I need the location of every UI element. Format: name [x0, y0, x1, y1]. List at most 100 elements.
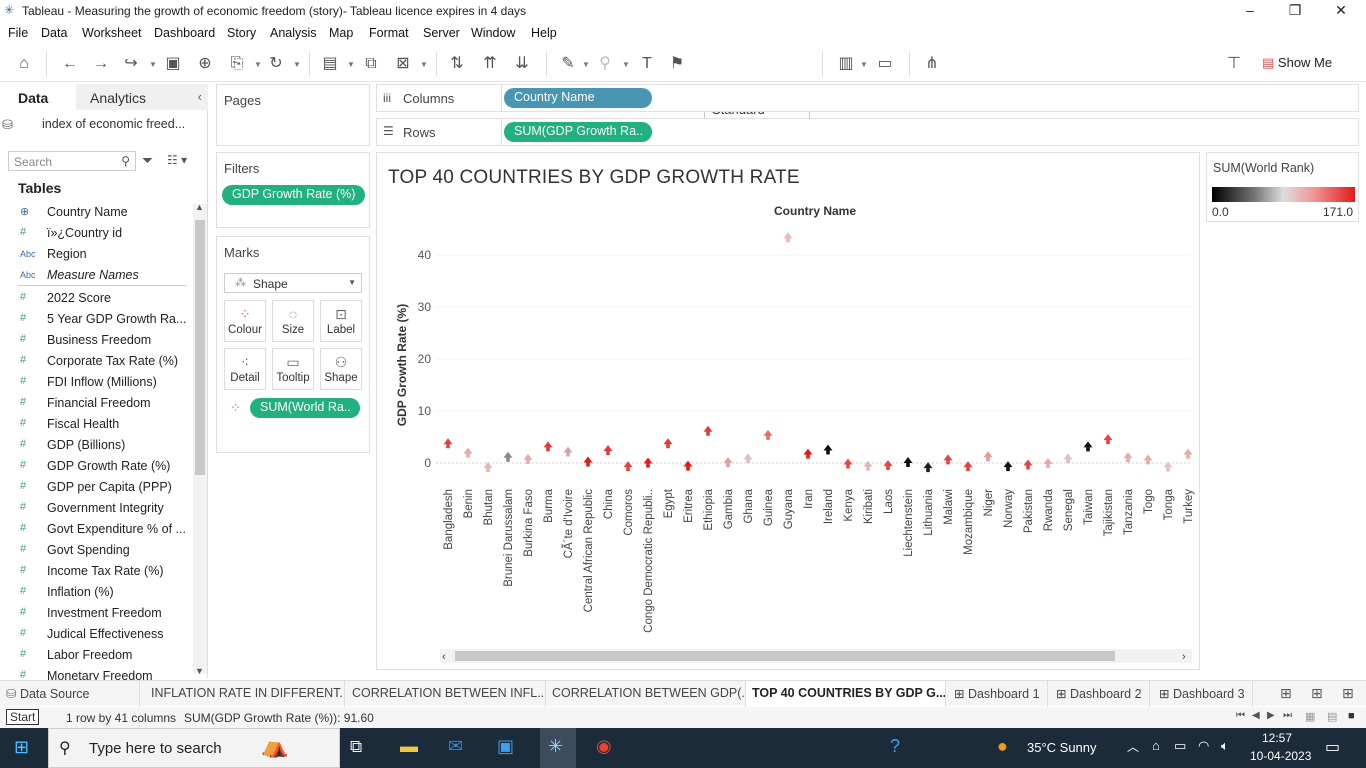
file-explorer-icon[interactable]: ▬: [400, 736, 418, 756]
pages-shelf[interactable]: Pages: [216, 84, 370, 146]
store-icon[interactable]: ▣: [497, 736, 515, 756]
field-item[interactable]: # Govt Expenditure % of ...: [0, 520, 192, 540]
scroll-up-icon[interactable]: ▲: [195, 202, 204, 212]
field-item[interactable]: # Investment Freedom: [0, 604, 192, 624]
tab-top40[interactable]: TOP 40 COUNTRIES BY GDP G...: [746, 681, 946, 707]
minimize-icon[interactable]: –: [1246, 2, 1254, 18]
field-item[interactable]: ⊕ Country Name: [0, 203, 192, 223]
field-item[interactable]: # Fiscal Health: [0, 415, 192, 435]
field-item[interactable]: # Monetary Freedom: [0, 667, 192, 687]
notifications-icon[interactable]: ▭: [1325, 739, 1341, 756]
new-worksheet-icon[interactable]: ▤: [322, 55, 338, 72]
field-item[interactable]: # Judical Effectiveness: [0, 625, 192, 645]
menu-worksheet[interactable]: Worksheet: [82, 26, 142, 40]
back-icon[interactable]: ←: [62, 55, 78, 72]
nav-first-icon[interactable]: ⏮: [1236, 710, 1245, 721]
tab-data-source[interactable]: ⛁ Data Source: [0, 681, 140, 707]
menu-analysis[interactable]: Analysis: [270, 26, 317, 40]
field-item[interactable]: # Inflation (%): [0, 583, 192, 603]
chevron-down-icon[interactable]: ▼: [582, 60, 590, 69]
menu-story[interactable]: Story: [227, 26, 257, 40]
field-item[interactable]: # Govt Spending: [0, 541, 192, 561]
shape-button[interactable]: ⚇ Shape: [320, 348, 362, 390]
nav-last-icon[interactable]: ⏭: [1283, 710, 1292, 721]
nav-next-icon[interactable]: ▶: [1267, 710, 1275, 721]
field-item[interactable]: # ï»¿Country id: [0, 224, 192, 244]
field-item[interactable]: #5 Year GDP Growth Ra...: [0, 310, 192, 330]
forward-icon[interactable]: →: [93, 55, 109, 72]
columns-pill[interactable]: Country Name: [504, 88, 652, 108]
show-cards-icon[interactable]: ▥: [838, 55, 854, 72]
filter-pill[interactable]: GDP Growth Rate (%): [222, 185, 365, 205]
chevron-down-icon[interactable]: ▼: [622, 60, 630, 69]
field-item[interactable]: # Financial Freedom: [0, 394, 192, 414]
menu-dashboard[interactable]: Dashboard: [154, 26, 216, 40]
menu-help[interactable]: Help: [531, 26, 557, 40]
swap-icon[interactable]: ⇅: [450, 55, 464, 72]
restore-icon[interactable]: ❐: [1288, 2, 1302, 18]
new-story-icon[interactable]: ⊞: [1342, 685, 1354, 701]
clear-sheet-icon[interactable]: ⊠: [396, 55, 410, 72]
task-view-icon[interactable]: ⧉: [350, 737, 363, 756]
wifi-icon[interactable]: ◠: [1198, 738, 1210, 753]
colour-button[interactable]: ⁘ Colour: [224, 300, 266, 342]
tab-dashboard-3[interactable]: ⊞ Dashboard 3: [1153, 681, 1253, 707]
volume-icon[interactable]: 🔈︎: [1221, 738, 1229, 753]
mark-type-select[interactable]: ⁂ Shape ▼: [224, 273, 362, 293]
field-item[interactable]: # Labor Freedom: [0, 646, 192, 666]
rows-shelf[interactable]: ☰ Rows SUM(GDP Growth Ra..: [376, 118, 1359, 146]
show-me-button[interactable]: ▤ Show Me: [1262, 55, 1332, 71]
tableau-taskbar-app[interactable]: [540, 728, 576, 768]
field-item[interactable]: # GDP (Billions): [0, 436, 192, 456]
format-painter-icon[interactable]: ⊤: [1227, 55, 1241, 72]
field-item[interactable]: #2022 Score: [0, 289, 192, 309]
chevron-down-icon[interactable]: ▼: [254, 60, 262, 69]
field-list-scrollbar[interactable]: ▲ ▼: [193, 202, 207, 676]
new-worksheet-icon[interactable]: ⊞: [1280, 685, 1292, 701]
home-icon[interactable]: ⌂: [19, 55, 29, 72]
network-icon[interactable]: ⌂: [1152, 738, 1160, 753]
label-icon[interactable]: T: [642, 55, 652, 72]
tooltip-button[interactable]: ▭ Tooltip: [272, 348, 314, 390]
rows-pill[interactable]: SUM(GDP Growth Ra..: [504, 122, 652, 142]
menu-file[interactable]: File: [8, 26, 29, 40]
mail-icon[interactable]: ✉: [448, 736, 464, 756]
clock-time[interactable]: 12:57: [1262, 731, 1293, 745]
menu-server[interactable]: Server: [423, 26, 460, 40]
help-icon[interactable]: ?: [890, 736, 901, 756]
field-search-input[interactable]: Search ⚲: [8, 151, 136, 171]
refresh-icon[interactable]: ↻: [269, 55, 283, 72]
share-icon[interactable]: ⋔: [925, 55, 939, 72]
filter-icon[interactable]: ⏷: [142, 152, 154, 168]
tab-list-icon[interactable]: ▤: [1327, 711, 1338, 723]
chevron-down-icon[interactable]: ▼: [149, 60, 157, 69]
chevron-down-icon[interactable]: ▼: [420, 60, 428, 69]
field-item[interactable]: # GDP Growth Rate (%): [0, 457, 192, 477]
filters-shelf[interactable]: Filters GDP Growth Rate (%): [216, 152, 370, 228]
menu-window[interactable]: Window: [471, 26, 516, 40]
tab-dashboard-1[interactable]: ⊞ Dashboard 1: [948, 681, 1048, 707]
columns-shelf[interactable]: iii Columns Country Name: [376, 84, 1359, 112]
sort-descending-icon[interactable]: ⇊: [515, 55, 529, 72]
chevron-up-icon[interactable]: ︿: [1127, 740, 1140, 754]
pause-updates-icon[interactable]: ⎘: [230, 55, 244, 72]
new-datasource-icon[interactable]: ⊕: [198, 55, 212, 72]
weather-text[interactable]: 35°C Sunny: [1027, 740, 1097, 755]
chevron-down-icon[interactable]: ▼: [347, 60, 355, 69]
save-icon[interactable]: ▣: [165, 55, 181, 72]
clock-date[interactable]: 10-04-2023: [1250, 749, 1312, 763]
close-icon[interactable]: ✕: [1335, 2, 1347, 18]
field-item[interactable]: # Income Tax Rate (%): [0, 562, 192, 582]
mark-colour-pill[interactable]: SUM(World Ra..: [250, 398, 360, 418]
detail-button[interactable]: ⁖ Detail: [224, 348, 266, 390]
field-item[interactable]: # Corporate Tax Rate (%): [0, 352, 192, 372]
field-item[interactable]: # Government Integrity: [0, 499, 192, 519]
size-button[interactable]: ◌ Size: [272, 300, 314, 342]
redo-icon[interactable]: ↪: [124, 55, 138, 72]
datasource-name[interactable]: index of economic freed...: [42, 117, 186, 131]
field-item[interactable]: # Business Freedom: [0, 331, 192, 351]
sheet-sorter-icon[interactable]: ■: [1348, 710, 1355, 722]
tab-correlation-gdp[interactable]: CORRELATION BETWEEN GDP(...: [546, 681, 746, 707]
chrome-icon[interactable]: ◉: [596, 736, 612, 756]
scroll-down-icon[interactable]: ▼: [195, 666, 204, 676]
